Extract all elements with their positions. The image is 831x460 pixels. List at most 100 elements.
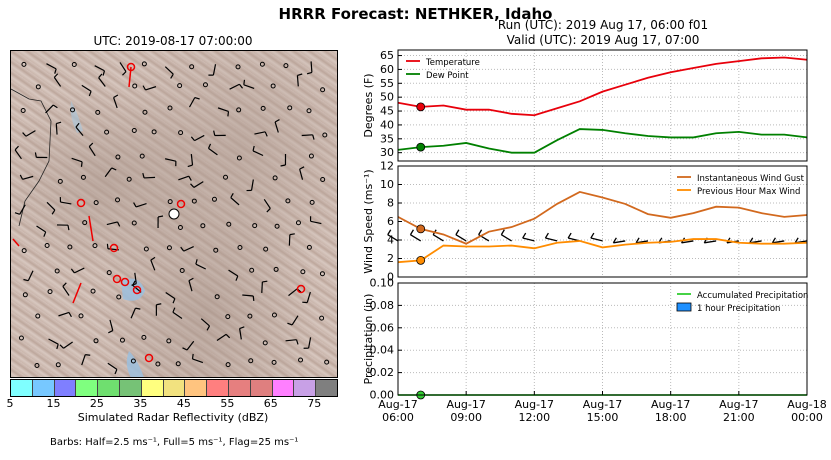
wind-barb <box>217 107 229 112</box>
observed-station <box>76 198 86 208</box>
calm-station <box>115 154 121 160</box>
calm-station <box>191 198 197 204</box>
colorbar-swatch <box>185 380 208 396</box>
wind-barb <box>164 158 176 162</box>
legend-label: Instantaneous Wind Gust <box>697 174 805 184</box>
y-tick-label: 8 <box>387 197 394 210</box>
wind-barb <box>25 130 36 137</box>
wind-barb <box>306 291 311 303</box>
calm-station <box>271 359 277 365</box>
map-title: UTC: 2019-08-17 07:00:00 <box>93 34 253 48</box>
y-axis-label: Precipitation (in) <box>362 294 375 385</box>
wind-barb <box>63 341 73 349</box>
calm-station <box>200 223 206 229</box>
wind-barb-feather <box>88 142 94 147</box>
wind-barb <box>165 292 176 300</box>
observed-station <box>144 353 154 363</box>
wind-barb <box>106 221 118 226</box>
run-title: Run (UTC): 2019 Aug 17, 06:00 f01 Valid … <box>398 18 808 48</box>
current-value-marker <box>416 142 426 152</box>
wind-barb-feather <box>306 71 313 75</box>
calm-station <box>248 358 254 364</box>
wind-barb-feather <box>297 73 303 76</box>
calm-station <box>142 109 148 115</box>
calm-station <box>295 220 301 226</box>
state-border <box>11 88 52 227</box>
x-tick-label: Aug-18 <box>787 398 826 411</box>
wind-barb-feather <box>544 232 549 239</box>
wind-barb-feather <box>280 164 286 167</box>
wind-barb <box>296 75 299 87</box>
wind-barb-feather <box>567 232 572 239</box>
calm-station <box>252 223 258 229</box>
wind-barb-feather <box>68 312 72 318</box>
wind-barb-feather <box>52 104 58 109</box>
target-location <box>168 208 180 220</box>
calm-station <box>34 363 40 369</box>
wind-barb-feather <box>106 243 109 249</box>
wind-barb-feather <box>172 307 176 313</box>
wind-barb-feather <box>455 229 460 236</box>
wind-barb <box>704 240 717 244</box>
calm-station <box>35 84 41 90</box>
series-line <box>397 128 808 154</box>
series-line <box>397 238 808 264</box>
legend-label: 1 hour Precipitation <box>697 304 780 314</box>
wind-barb <box>216 333 227 341</box>
wind-barb <box>60 201 72 205</box>
x-tick-label: 21:00 <box>723 411 755 424</box>
wind-barb-feather <box>54 68 57 74</box>
wind-barb <box>195 263 207 270</box>
calm-station <box>119 337 125 343</box>
calm-station <box>283 63 289 69</box>
wind-barb <box>200 318 210 327</box>
calm-station <box>55 362 61 368</box>
series-line <box>397 190 808 245</box>
wind-barb <box>242 294 254 297</box>
calm-station <box>106 270 112 276</box>
calm-station <box>247 313 253 319</box>
wind-barb <box>252 150 264 157</box>
plot-frame <box>397 165 808 278</box>
calm-station <box>179 267 185 273</box>
wind-barb <box>107 362 118 370</box>
calm-station <box>57 178 63 184</box>
wind-barb <box>308 337 312 349</box>
wind-barb-feather <box>113 94 119 99</box>
calm-station <box>93 338 99 344</box>
wind-barb-feather <box>19 174 24 180</box>
calm-station <box>249 267 255 273</box>
x-tick-label: Aug-17 <box>378 398 417 411</box>
wind-barb-feather <box>522 232 527 239</box>
wind-barb-feather <box>158 215 164 218</box>
calm-station <box>155 361 161 367</box>
wind-barb-feather <box>187 164 193 168</box>
legend-label: Dew Point <box>426 71 469 81</box>
colorbar-tick-label: 55 <box>220 397 235 410</box>
calm-station <box>263 246 269 252</box>
wind-barb <box>145 86 157 91</box>
calm-station <box>93 200 99 206</box>
x-tick-label: Aug-17 <box>446 398 485 411</box>
wind-barb-feather <box>70 268 75 274</box>
x-tick-label: Aug-17 <box>651 398 690 411</box>
wind-barb <box>74 267 85 274</box>
wind-barb-feather <box>771 237 776 244</box>
observed-barb <box>88 215 94 242</box>
wind-barb <box>285 339 297 342</box>
calm-station <box>141 334 147 340</box>
wind-barb <box>432 234 444 242</box>
y-tick-label: 40 <box>380 118 394 131</box>
wind-barb-feather <box>195 259 198 265</box>
y-tick-label: 4 <box>387 234 394 247</box>
wind-barb <box>104 167 113 178</box>
x-tick-label: 09:00 <box>450 411 482 424</box>
calm-station <box>262 340 268 346</box>
calm-station <box>71 62 77 68</box>
wind-barb <box>299 168 304 180</box>
calm-station <box>270 83 276 89</box>
wind-barb-feather <box>51 209 56 215</box>
calm-station <box>178 130 184 136</box>
calm-station <box>273 266 279 272</box>
wind-barb-feather <box>22 132 27 137</box>
